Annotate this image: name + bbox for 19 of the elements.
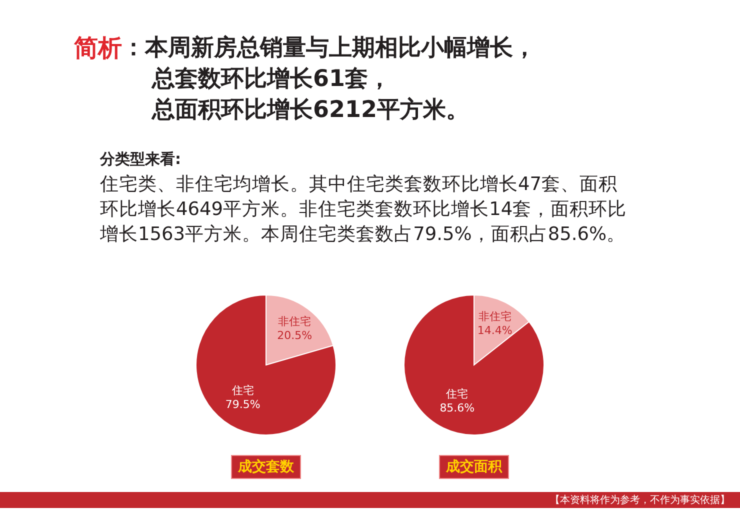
text: 住宅类、非住宅均增长。其中住宅类套数环比增长47套、面积环比增长4649平方米。非住宅类套数环比增长14套，面积环比增长1563平方米。本周住宅类套数占79.5%，面积占85.6%。 bbox=[100, 173, 628, 247]
data-label: 79.5% bbox=[225, 398, 260, 411]
pie-slice bbox=[196, 294, 336, 436]
slice-label: 非住宅 bbox=[278, 314, 312, 328]
data-label: 14.4% bbox=[477, 324, 512, 338]
text: 成交面积 bbox=[439, 455, 509, 479]
text: 总套数环比增长61套， bbox=[152, 65, 392, 94]
data-label: 20.5% bbox=[277, 328, 312, 342]
text: 总面积环比增长6212平方米。 bbox=[152, 96, 470, 125]
text: 简析 bbox=[74, 33, 122, 64]
text: 【本资料将作为参考，不作为事实依据】 bbox=[550, 494, 730, 507]
text: 成交套数 bbox=[231, 455, 301, 479]
pie-slice bbox=[404, 294, 544, 436]
slice-label: 住宅 bbox=[446, 388, 468, 401]
text: 分类型来看: bbox=[100, 150, 181, 169]
text: ：本周新房总销量与上期相比小幅增长， bbox=[122, 34, 536, 63]
data-label: 85.6% bbox=[440, 402, 475, 415]
slice-label: 非住宅 bbox=[478, 310, 512, 324]
slice-label: 住宅 bbox=[232, 384, 254, 397]
